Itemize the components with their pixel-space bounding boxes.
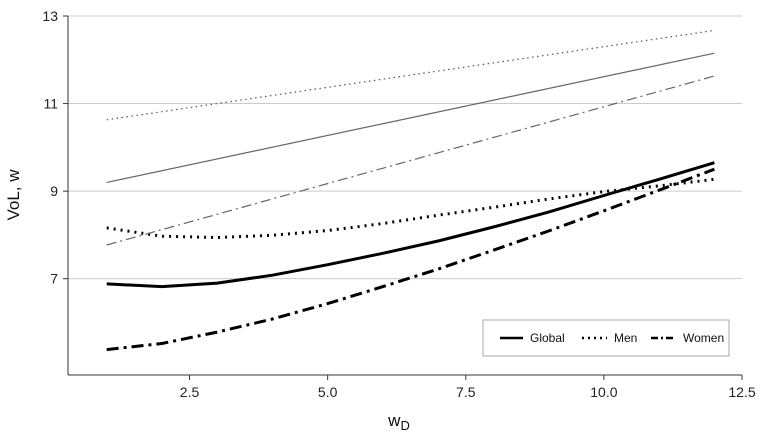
x-axis-title-subscript: D xyxy=(400,418,409,433)
x-tick-label-2: 7.5 xyxy=(456,384,476,400)
series-line-ref-dotted-thin xyxy=(106,29,715,121)
series-line-women-bold xyxy=(106,167,715,352)
series-line-ref-solid-thin xyxy=(106,52,715,183)
legend-label-global: Global xyxy=(530,331,565,345)
series-layer xyxy=(106,29,715,352)
x-tick-label-4: 12.5 xyxy=(728,384,755,400)
legend: Global Men Women xyxy=(482,319,730,357)
x-tick-label-0: 2.5 xyxy=(180,384,200,400)
y-axis-title: VoL, w xyxy=(4,169,23,221)
y-tick-label-0: 7 xyxy=(50,271,58,287)
x-axis-title: wD xyxy=(387,411,410,433)
series-line-global-bold xyxy=(106,161,715,289)
x-tick-label-1: 5.0 xyxy=(318,384,338,400)
y-tick-label-3: 13 xyxy=(42,8,58,24)
x-tick-label-3: 10.0 xyxy=(590,384,617,400)
ticks: 2.5 5.0 7.5 10.0 12.5 7 9 11 13 xyxy=(42,8,755,400)
y-tick-label-1: 9 xyxy=(50,183,58,199)
series-line-ref-dashdot-thin xyxy=(106,75,715,246)
x-axis-title-main: w xyxy=(387,411,401,430)
axes xyxy=(67,16,742,376)
gridlines xyxy=(68,15,742,280)
series-line-men-bold xyxy=(106,177,715,239)
legend-label-women: Women xyxy=(683,331,724,345)
legend-label-men: Men xyxy=(614,331,637,345)
y-tick-label-2: 11 xyxy=(43,96,58,112)
